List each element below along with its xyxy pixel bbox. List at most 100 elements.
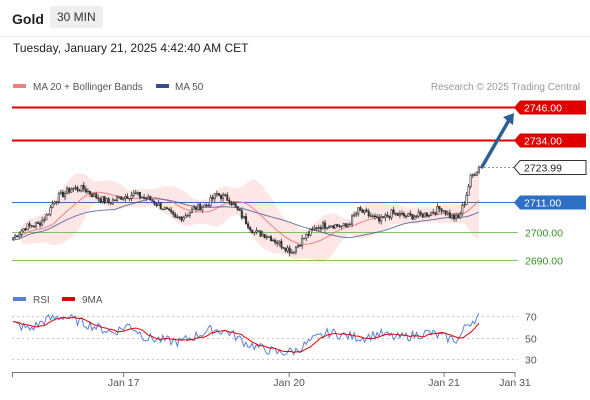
candle	[392, 206, 395, 214]
candle	[284, 247, 287, 253]
down-candle-body	[378, 216, 381, 222]
candle	[355, 211, 358, 218]
candle	[226, 192, 229, 202]
up-candle-body	[380, 216, 383, 222]
interval-selector[interactable]: 30 MIN	[50, 6, 103, 28]
candle	[440, 208, 443, 215]
candle	[45, 213, 48, 221]
level-value: 2711.00	[524, 198, 561, 210]
candle	[78, 188, 81, 192]
candle	[234, 202, 237, 208]
candle	[425, 212, 428, 218]
candle	[99, 196, 102, 204]
down-candle-body	[274, 239, 277, 243]
up-candle-body	[301, 237, 304, 247]
down-candle-body	[211, 196, 214, 200]
candle	[380, 214, 383, 225]
candle	[88, 190, 92, 198]
candle	[448, 209, 451, 219]
down-candle-body	[386, 214, 389, 217]
up-candle-body	[355, 212, 358, 216]
ma20-legend-label: MA 20 + Bollinger Bands	[33, 82, 143, 93]
up-candle-body	[363, 209, 366, 213]
level-label-current: 2723.99	[513, 160, 587, 175]
up-candle-body	[371, 215, 374, 218]
candle	[398, 210, 401, 219]
candle	[338, 224, 341, 228]
up-candle-body	[22, 228, 25, 232]
up-candle-body	[55, 201, 58, 203]
candle	[438, 205, 441, 213]
up-candle-body	[213, 193, 216, 200]
candle	[228, 197, 231, 206]
up-candle-body	[18, 233, 21, 238]
candle	[49, 204, 52, 217]
down-candle-body	[444, 210, 447, 215]
down-candle-body	[236, 206, 239, 210]
candle	[47, 213, 50, 216]
candle	[309, 228, 312, 237]
rsi-tick-label: 50	[525, 334, 537, 346]
down-candle-body	[288, 247, 291, 254]
candle	[371, 213, 374, 219]
up-candle-body	[477, 166, 480, 173]
down-candle-body	[170, 209, 173, 213]
candle	[207, 203, 210, 207]
candle	[34, 221, 37, 230]
up-candle-body	[64, 192, 67, 198]
down-candle-body	[134, 192, 137, 195]
up-candle-body	[182, 216, 185, 221]
candle	[278, 240, 281, 247]
candle	[217, 192, 220, 197]
candle	[93, 192, 96, 197]
candle	[292, 251, 295, 255]
bollinger-bands	[21, 161, 480, 263]
candle	[409, 210, 412, 217]
candle	[22, 228, 25, 233]
candle	[477, 165, 480, 175]
candle	[276, 239, 279, 247]
candle	[14, 233, 17, 240]
up-candle-body	[105, 198, 108, 203]
up-candle-body	[446, 212, 449, 215]
up-candle-body	[163, 207, 166, 210]
down-candle-body	[269, 236, 272, 242]
candle	[116, 195, 119, 202]
down-candle-body	[452, 214, 456, 220]
down-candle-body	[217, 193, 220, 196]
candle	[400, 210, 404, 216]
candle	[32, 225, 35, 228]
x-axis: Jan 17 Jan 20 Jan 21 Jan 31	[12, 372, 531, 389]
up-candle-body	[116, 196, 119, 201]
candle	[386, 211, 389, 218]
down-candle-body	[68, 187, 71, 193]
candle	[413, 214, 416, 220]
down-candle-body	[30, 225, 33, 227]
up-candle-body	[203, 204, 206, 208]
candle	[26, 223, 29, 231]
candle	[388, 216, 391, 221]
up-candle-body	[70, 188, 73, 193]
candle	[269, 234, 272, 242]
down-candle-body	[244, 216, 248, 225]
down-candle-body	[367, 211, 370, 216]
ma9-legend-swatch	[62, 297, 75, 301]
candle	[86, 188, 89, 194]
candle	[111, 197, 114, 206]
candle	[359, 205, 362, 212]
up-candle-body	[321, 222, 324, 230]
candle	[244, 213, 248, 225]
candle	[16, 235, 19, 238]
up-candle-body	[132, 192, 135, 196]
up-candle-body	[118, 196, 121, 198]
candle	[222, 192, 225, 202]
candle	[351, 213, 354, 228]
down-candle-body	[276, 242, 279, 244]
down-candle-body	[421, 213, 424, 218]
down-candle-body	[226, 194, 229, 201]
candle	[147, 194, 150, 200]
down-candle-body	[307, 234, 310, 236]
candle	[428, 214, 431, 219]
up-candle-body	[407, 212, 410, 217]
